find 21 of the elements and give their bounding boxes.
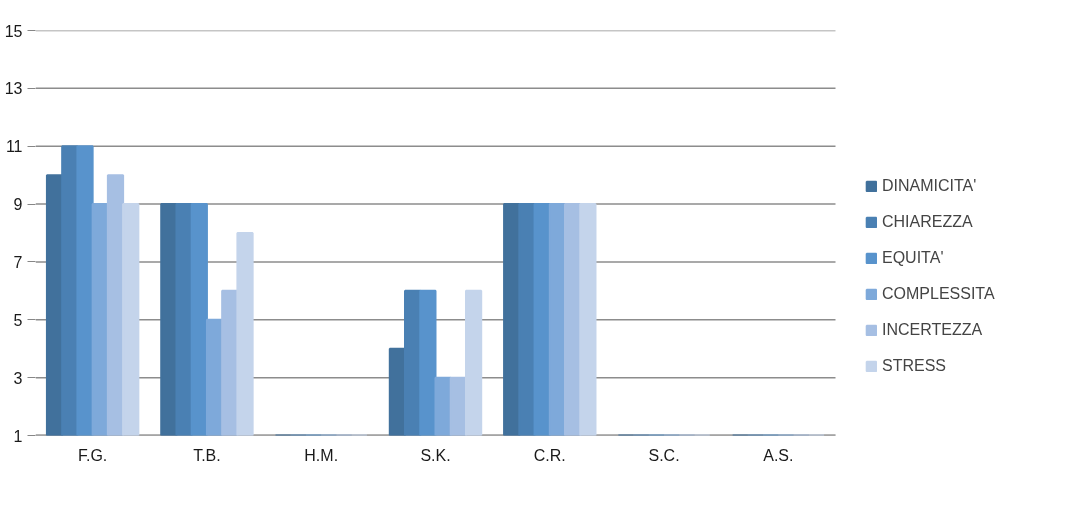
x-tick-label: A.S. <box>763 446 794 464</box>
x-tick-label: T.B. <box>193 446 221 464</box>
y-tick-label: 15 <box>4 22 23 40</box>
y-tick-label: 13 <box>4 80 23 98</box>
y-tick-label: 3 <box>13 369 23 387</box>
y-tick-label: 5 <box>13 311 23 329</box>
legend-label: EQUITA' <box>882 249 944 267</box>
y-tick-label: 7 <box>13 253 23 271</box>
x-tick-label: S.C. <box>648 446 680 464</box>
legend-label: INCERTEZZA <box>882 321 983 339</box>
x-tick-label: H.M. <box>304 446 339 464</box>
y-tick-label: 9 <box>13 196 23 214</box>
legend-label: DINAMICITA' <box>882 177 977 195</box>
x-tick-label: S.K. <box>420 446 451 464</box>
x-tick-label: C.R. <box>533 446 566 464</box>
y-tick-label: 1 <box>13 427 23 445</box>
x-tick-label: F.G. <box>77 446 108 464</box>
legend-label: STRESS <box>882 357 947 375</box>
legend-label: CHIAREZZA <box>882 213 973 231</box>
legend-label: COMPLESSITA <box>882 285 995 303</box>
y-tick-label: 11 <box>5 138 23 156</box>
